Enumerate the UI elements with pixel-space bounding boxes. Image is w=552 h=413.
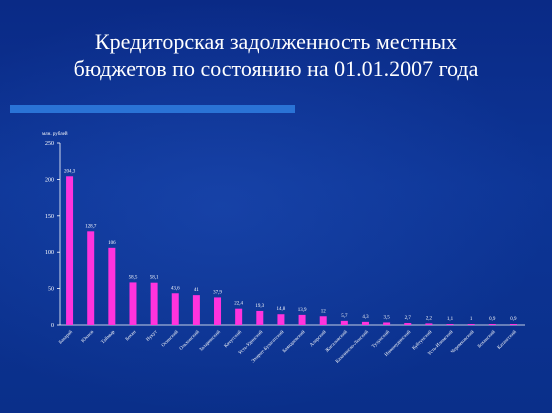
- bar-value-label: 19,3: [255, 304, 264, 309]
- category-label: Бакарай: [58, 330, 74, 346]
- category-label: Качугский: [224, 330, 244, 350]
- bar-value-label: 13,9: [298, 308, 307, 313]
- category-label: Заларинский: [199, 330, 222, 353]
- bar: [340, 320, 348, 325]
- bar-value-label: 2,2: [426, 316, 433, 321]
- bar: [277, 314, 285, 325]
- category-label: Тулунский: [371, 330, 391, 350]
- bar-value-label: 0,9: [489, 317, 496, 322]
- title-line-1: Кредиторская задолженность местных: [94, 29, 458, 54]
- bar: [425, 323, 433, 325]
- y-tick-label: 0: [51, 323, 54, 329]
- bar-value-label: 58,5: [129, 275, 138, 280]
- bar-value-label: 41: [194, 288, 200, 293]
- bar: [192, 295, 200, 325]
- bar-value-label: 128,7: [85, 224, 97, 229]
- bar-value-label: 12: [321, 309, 327, 314]
- bar-value-label: 1: [470, 317, 473, 322]
- category-label: Осинский: [161, 330, 180, 349]
- bar-value-label: 1,1: [447, 317, 454, 322]
- bar: [171, 293, 179, 325]
- bar-value-label: 14,8: [277, 307, 286, 312]
- bar-value-label: 2,7: [405, 316, 412, 321]
- value-labels: 204,3 128,7 106 58,5 58,1 43,6 41 37,9 22,4 19,3 1…: [64, 169, 517, 322]
- title-line-2: бюджетов по состоянию на 01.01.2007 года: [73, 56, 479, 81]
- y-tick-label: 250: [45, 141, 54, 147]
- category-label: Ольхонский: [179, 330, 201, 352]
- bar: [509, 324, 517, 325]
- bar: [361, 321, 369, 325]
- y-tick-label: 150: [45, 214, 54, 220]
- bar-value-label: 3,5: [383, 315, 390, 320]
- bar: [235, 308, 243, 325]
- bar-value-label: 0,9: [510, 317, 517, 322]
- bar-value-label: 43,6: [171, 286, 180, 291]
- y-tick-label: 50: [48, 287, 54, 293]
- slide-title: Кредиторская задолженность местных бюдже…: [0, 28, 552, 82]
- bar-value-label: 204,3: [64, 169, 76, 174]
- bar: [108, 247, 116, 325]
- bar: [214, 297, 222, 325]
- bar-value-label: 106: [108, 241, 116, 246]
- bar: [488, 324, 496, 325]
- y-tick-label: 200: [45, 177, 54, 183]
- category-label: Аларский: [309, 330, 327, 348]
- bar: [404, 323, 412, 325]
- title-accent-bar: [10, 105, 295, 113]
- bar: [87, 231, 95, 325]
- category-label: Нукут: [146, 329, 159, 342]
- bar-value-label: 58,1: [150, 276, 159, 281]
- bar-value-label: 22,4: [234, 302, 243, 307]
- bar-value-label: 5,7: [341, 314, 348, 319]
- bar: [319, 316, 327, 325]
- y-axis-label: млн. рублей: [42, 132, 68, 137]
- category-label: Бохан: [125, 330, 138, 343]
- bar: [383, 322, 391, 325]
- bar: [66, 176, 74, 325]
- bar: [256, 310, 264, 325]
- bar: [298, 314, 306, 325]
- bar: [467, 324, 475, 325]
- category-label: Куйтунский: [412, 330, 434, 352]
- category-labels: Бакарай Юхнов Таймыр Бохан Нукут Осинский Ольх…: [58, 329, 518, 364]
- category-label: Таймыр: [101, 330, 117, 346]
- bar-value-label: 4,3: [362, 315, 369, 320]
- category-label: Юхнов: [81, 329, 96, 344]
- y-ticks: 0 50 100 150 200 250: [45, 141, 60, 329]
- bar-value-label: 37,9: [213, 290, 222, 295]
- category-label: Баяндаевский: [282, 330, 307, 355]
- bar: [129, 282, 137, 325]
- category-label: Катангский: [497, 330, 518, 351]
- bar: [150, 282, 158, 325]
- bars: [66, 176, 517, 325]
- bar: [446, 324, 454, 325]
- category-label: Боханский: [477, 330, 497, 350]
- y-tick-label: 100: [45, 250, 54, 256]
